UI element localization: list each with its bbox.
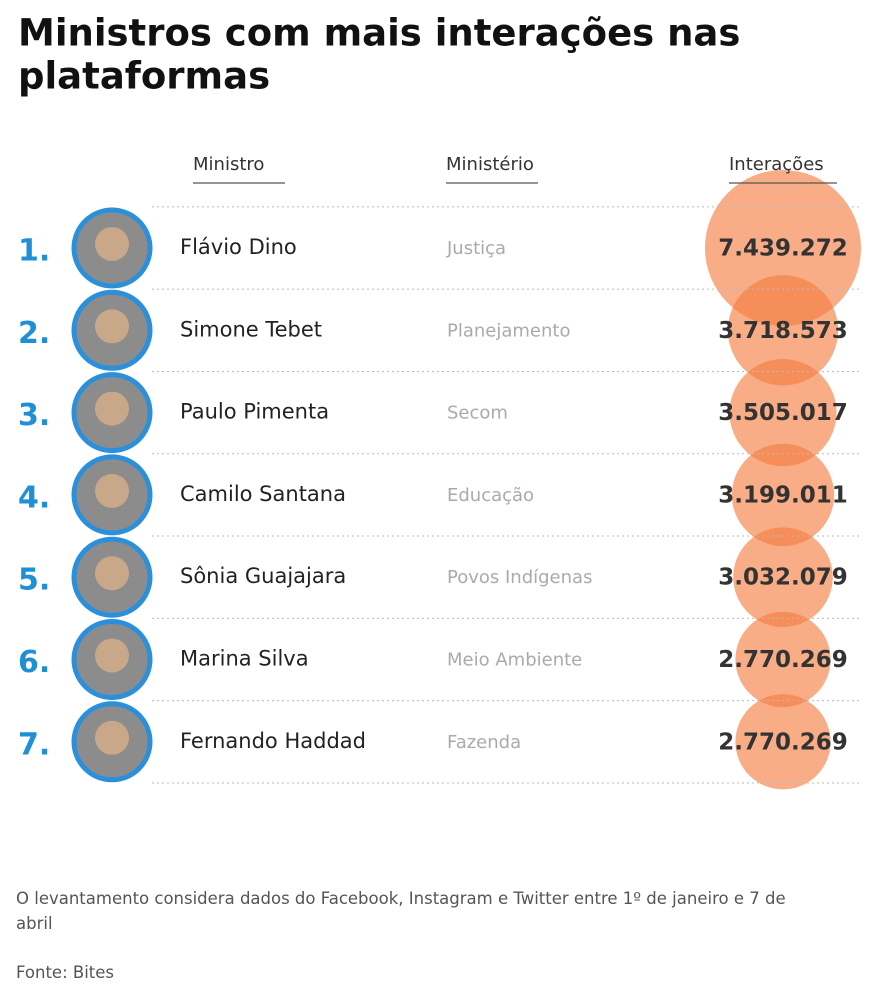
photo-face xyxy=(95,556,129,591)
interactions: 3.718.573 xyxy=(718,318,848,344)
rank: 7. xyxy=(18,727,50,762)
photo-face xyxy=(95,227,129,261)
ministry: Meio Ambiente xyxy=(447,650,582,671)
minister-name: Simone Tebet xyxy=(180,317,322,341)
bubble xyxy=(727,275,839,386)
rows: Ministro Ministério Interações 1. Flávio Din… xyxy=(18,154,860,784)
note-line-2: abril xyxy=(16,914,53,933)
minister-name: Fernando Haddad xyxy=(180,729,366,753)
rank: 4. xyxy=(18,480,50,515)
bubble xyxy=(735,694,831,790)
minister-name: Flávio Dino xyxy=(180,235,297,259)
note-line-1: O levantamento considera dados do Facebo… xyxy=(16,889,786,908)
photo-face xyxy=(95,720,129,755)
bubble xyxy=(729,359,837,467)
rank: 3. xyxy=(18,398,50,433)
interactions: 2.770.269 xyxy=(718,729,848,755)
title-line-1: Ministros com mais interações nas xyxy=(18,12,740,55)
ministry: Secom xyxy=(447,403,508,424)
minister-name: Camilo Santana xyxy=(180,482,346,506)
minister-name: Marina Silva xyxy=(180,647,309,671)
ministry: Justiça xyxy=(446,238,506,259)
ministry: Educação xyxy=(447,485,534,506)
interactions: 2.770.269 xyxy=(718,647,848,673)
bubble xyxy=(735,611,831,708)
interactions: 3.199.011 xyxy=(718,482,848,508)
bubble xyxy=(731,443,835,547)
minister-name: Sônia Guajajara xyxy=(180,564,346,588)
column-header: Ministério xyxy=(446,154,534,175)
rank: 5. xyxy=(18,563,50,598)
ministry: Planejamento xyxy=(447,320,571,341)
interactions: 3.505.017 xyxy=(718,400,848,426)
minister-name: Paulo Pimenta xyxy=(180,400,329,424)
rank: 6. xyxy=(18,645,50,680)
bubble xyxy=(704,169,862,327)
bubble xyxy=(733,527,833,628)
source: Fonte: Bites xyxy=(16,963,114,982)
ministry: Fazenda xyxy=(447,732,521,753)
photo-face xyxy=(95,473,129,508)
rank: 2. xyxy=(18,316,50,351)
interactions: 7.439.272 xyxy=(718,236,848,262)
column-header: Interações xyxy=(729,154,824,175)
interactions: 3.032.079 xyxy=(718,565,848,591)
column-header: Ministro xyxy=(193,154,264,175)
bubbles xyxy=(704,169,862,790)
photo-face xyxy=(95,391,129,426)
ministry: Povos Indígenas xyxy=(447,567,592,588)
title-line-2: plataformas xyxy=(18,55,270,98)
rank: 1. xyxy=(18,234,50,269)
photo-face xyxy=(95,638,129,673)
photo-face xyxy=(95,309,129,344)
